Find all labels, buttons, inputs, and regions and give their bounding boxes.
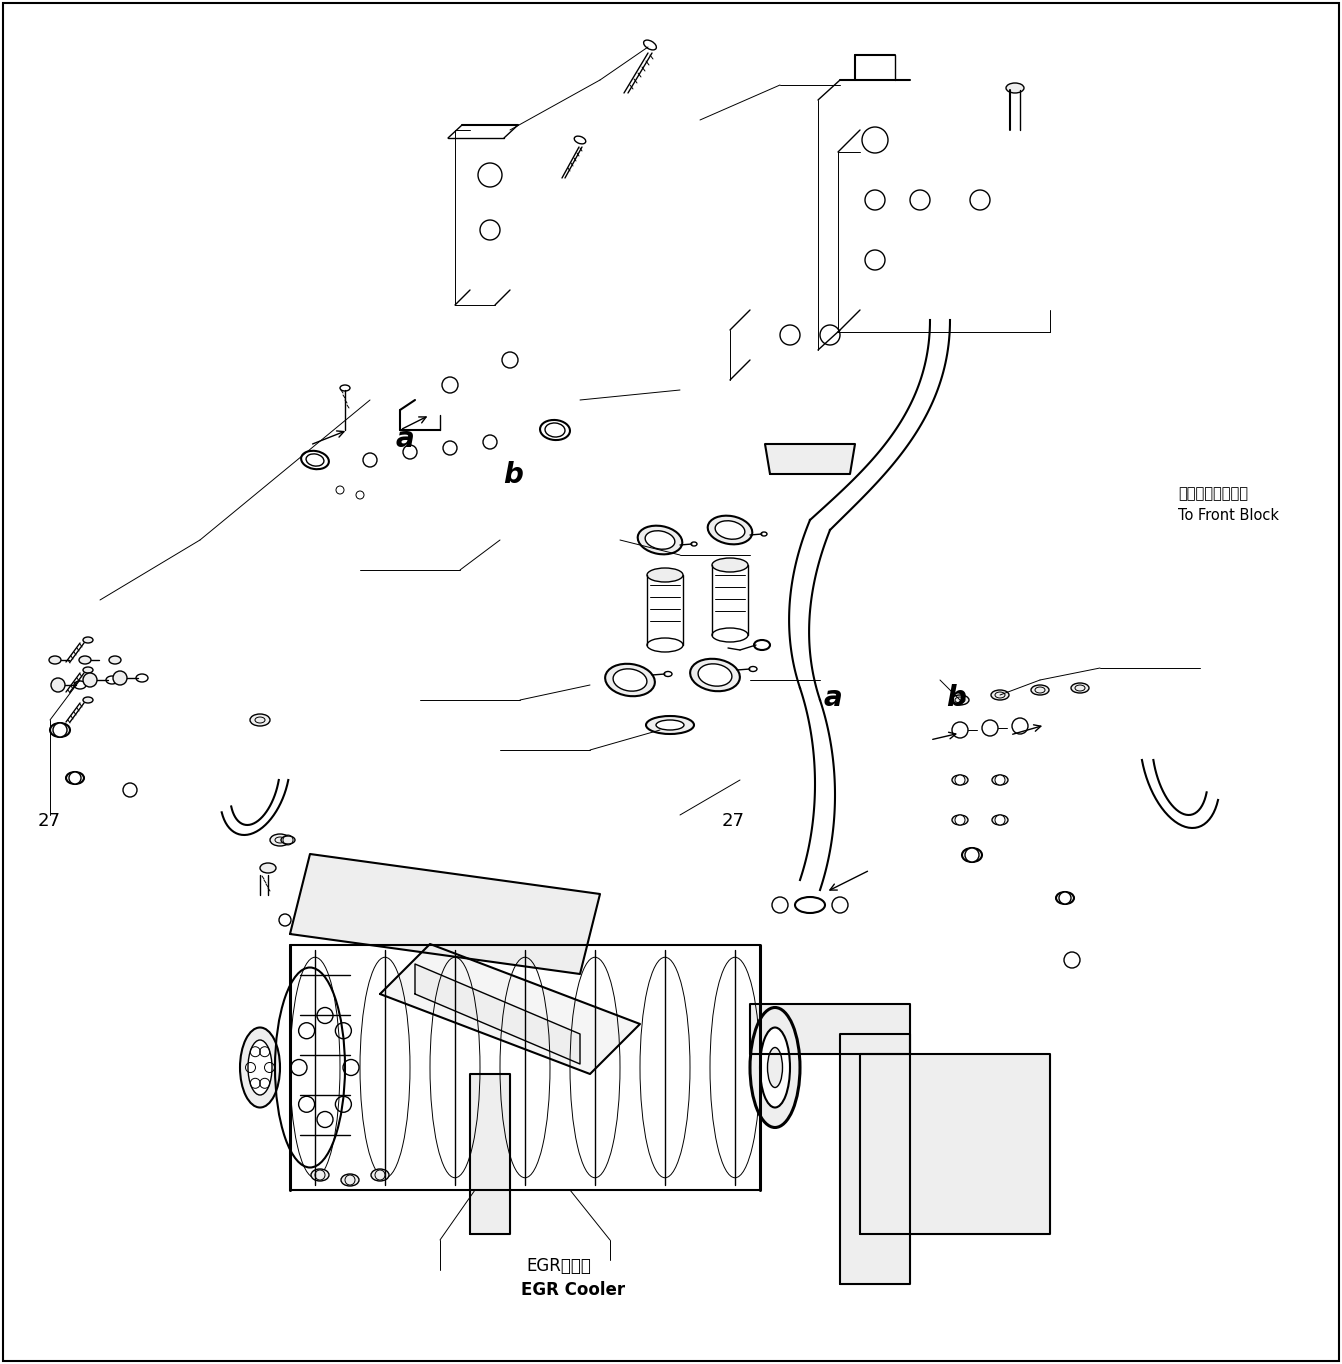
Ellipse shape [109,656,121,664]
Text: 27: 27 [38,812,60,831]
Circle shape [442,376,458,393]
Circle shape [866,190,884,210]
Circle shape [52,723,67,737]
Ellipse shape [760,1027,790,1108]
Ellipse shape [605,664,655,696]
Ellipse shape [713,627,747,642]
Ellipse shape [1071,683,1088,693]
Circle shape [51,678,64,692]
Text: EGRクーラ: EGRクーラ [526,1256,590,1275]
Text: b: b [946,685,966,712]
Ellipse shape [613,668,647,692]
Ellipse shape [713,558,747,572]
Ellipse shape [951,696,969,705]
Ellipse shape [240,1027,280,1108]
Polygon shape [750,1004,910,1054]
Ellipse shape [990,690,1009,700]
Circle shape [862,127,888,153]
Circle shape [780,325,800,345]
Ellipse shape [707,516,753,544]
Circle shape [994,775,1005,786]
Circle shape [502,352,518,368]
Text: To Front Block: To Front Block [1178,509,1279,522]
Ellipse shape [1031,685,1049,696]
Ellipse shape [750,1008,800,1128]
Ellipse shape [768,1048,782,1087]
Ellipse shape [83,697,93,702]
Ellipse shape [248,1039,272,1095]
Ellipse shape [1056,892,1074,904]
Circle shape [68,772,81,784]
Text: 27: 27 [722,812,745,831]
Circle shape [1059,892,1071,904]
Ellipse shape [690,659,739,692]
Ellipse shape [992,775,1008,786]
Text: フロントブロック: フロントブロック [1178,487,1248,501]
Polygon shape [470,1073,510,1234]
Ellipse shape [647,567,683,582]
Circle shape [994,816,1005,825]
Polygon shape [860,1054,1049,1234]
Circle shape [83,672,97,687]
Ellipse shape [647,638,683,652]
Ellipse shape [260,863,276,873]
Polygon shape [380,944,640,1073]
Circle shape [866,250,884,270]
Circle shape [970,190,990,210]
Ellipse shape [698,664,731,686]
Polygon shape [765,445,855,475]
Circle shape [403,445,417,460]
Polygon shape [415,964,580,1064]
Circle shape [362,453,377,466]
Ellipse shape [656,720,684,730]
Ellipse shape [646,716,694,734]
Circle shape [956,816,965,825]
Ellipse shape [341,1174,360,1187]
Ellipse shape [83,637,93,642]
Text: a: a [396,426,415,453]
Circle shape [910,190,930,210]
Circle shape [483,435,497,449]
Ellipse shape [79,656,91,664]
Polygon shape [840,1034,910,1284]
Ellipse shape [250,713,270,726]
Ellipse shape [1006,83,1024,93]
Ellipse shape [992,816,1008,825]
Circle shape [478,164,502,187]
Ellipse shape [270,833,290,846]
Ellipse shape [280,836,295,844]
Ellipse shape [50,656,60,664]
Circle shape [820,325,840,345]
Text: EGR Cooler: EGR Cooler [521,1281,625,1300]
Ellipse shape [715,521,745,539]
Ellipse shape [951,816,968,825]
Ellipse shape [66,772,85,784]
Ellipse shape [311,1169,329,1181]
Ellipse shape [83,667,93,672]
Polygon shape [290,854,600,974]
Text: b: b [503,461,523,488]
Ellipse shape [951,775,968,786]
Circle shape [443,441,458,456]
Circle shape [113,671,127,685]
Ellipse shape [637,525,682,554]
Ellipse shape [962,848,982,862]
Ellipse shape [370,1169,389,1181]
Circle shape [956,775,965,786]
Ellipse shape [340,385,350,391]
Ellipse shape [794,898,825,913]
Ellipse shape [646,531,675,550]
Circle shape [965,848,980,862]
Ellipse shape [50,723,70,737]
Text: a: a [824,685,843,712]
Circle shape [480,220,501,240]
